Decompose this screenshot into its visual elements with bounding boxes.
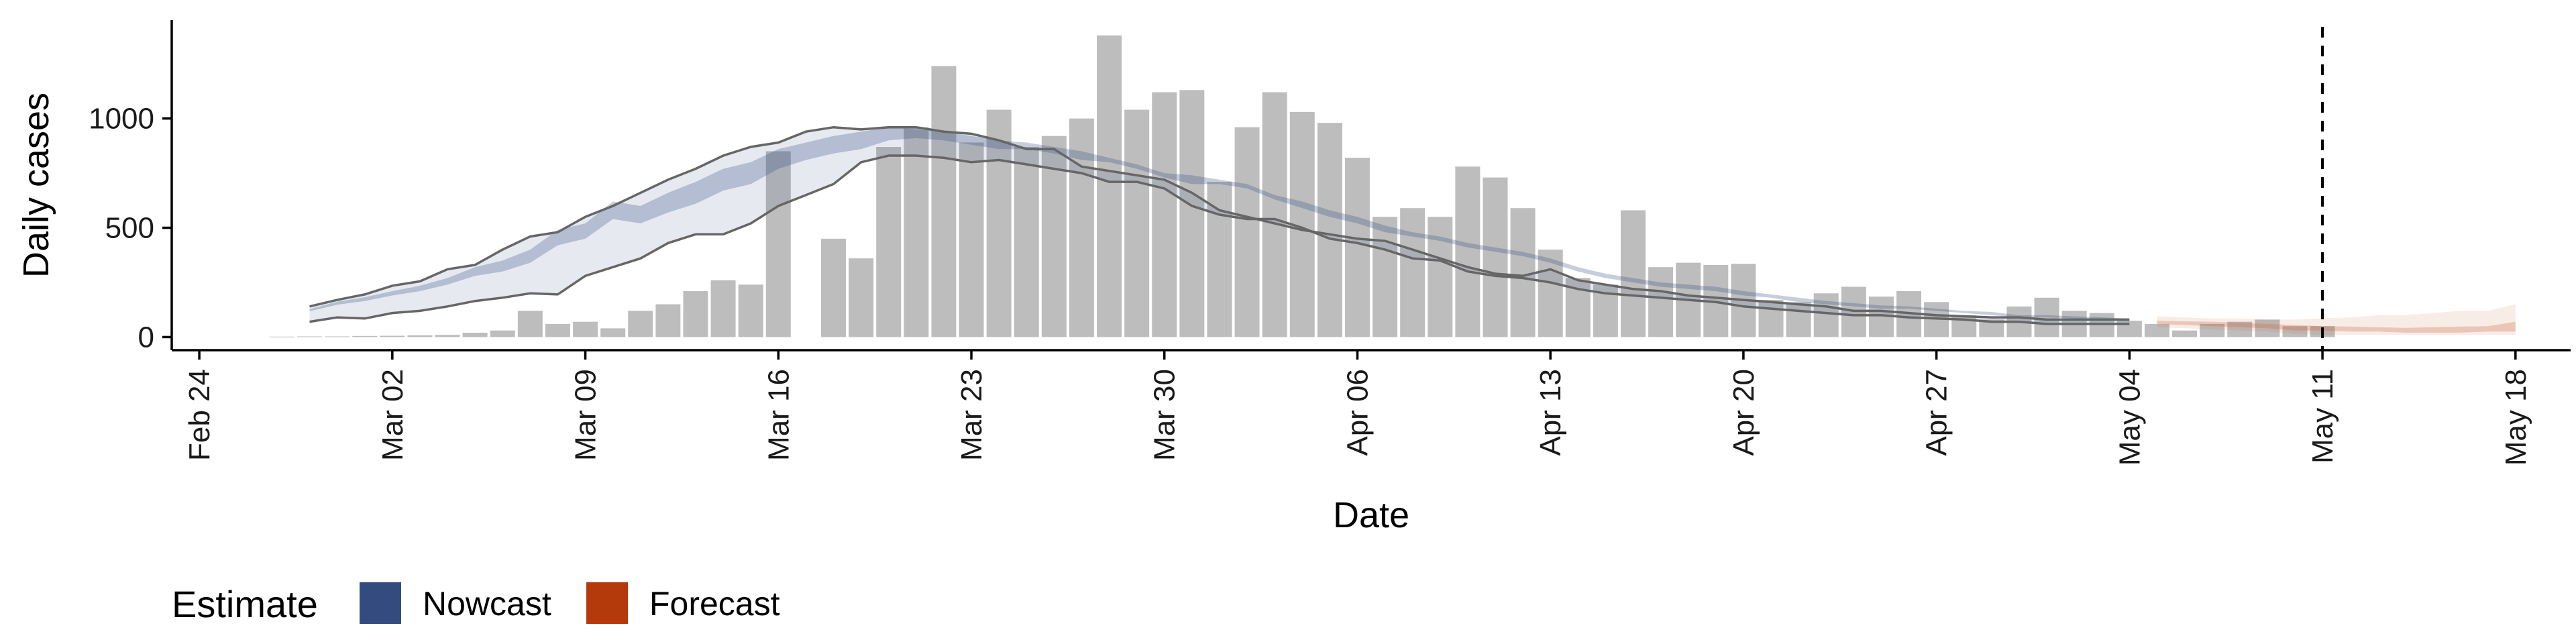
case-bar bbox=[1428, 217, 1453, 337]
case-bar bbox=[1152, 92, 1177, 337]
case-bar bbox=[1786, 302, 1811, 337]
case-bar bbox=[849, 258, 874, 337]
case-bar bbox=[2144, 323, 2169, 337]
x-tick-label: Feb 24 bbox=[183, 369, 216, 461]
forecast-bands bbox=[2157, 304, 2516, 335]
case-bar bbox=[380, 335, 405, 337]
legend-swatch-nowcast bbox=[360, 582, 401, 624]
case-bar bbox=[545, 323, 570, 337]
case-bar bbox=[765, 151, 791, 337]
x-tick-label: Mar 30 bbox=[1148, 369, 1181, 461]
forecast-outer-band bbox=[2157, 304, 2516, 335]
case-bar bbox=[1758, 300, 1784, 337]
x-axis-title: Date bbox=[1333, 495, 1409, 535]
plot-area bbox=[269, 27, 2516, 350]
case-bar bbox=[904, 127, 929, 337]
x-tick-label: Mar 02 bbox=[376, 369, 409, 461]
x-axis-ticks: Feb 24 Mar 02 Mar 09 Mar 16 Mar 23 Mar 30 Apr … bbox=[183, 350, 2532, 466]
case-bar bbox=[1234, 127, 1260, 337]
y-tick-label: 1000 bbox=[89, 103, 154, 136]
case-bar bbox=[297, 336, 323, 337]
case-bar bbox=[1373, 217, 1398, 337]
legend: Estimate Nowcast Forecast bbox=[172, 582, 780, 625]
x-tick-label: Mar 23 bbox=[955, 369, 988, 461]
y-tick-label: 0 bbox=[138, 321, 154, 354]
case-bar bbox=[820, 238, 846, 337]
x-tick-label: Apr 27 bbox=[1921, 369, 1953, 456]
case-bar bbox=[876, 146, 902, 337]
case-bar bbox=[1483, 177, 1508, 337]
case-bar bbox=[1179, 90, 1205, 337]
case-bar bbox=[1510, 208, 1536, 337]
nowcast-outer-band bbox=[309, 127, 2130, 324]
x-tick-label: May 11 bbox=[2306, 369, 2339, 464]
y-axis-title: Daily cases bbox=[16, 93, 56, 278]
nowcast-bands bbox=[309, 127, 2130, 324]
legend-swatch-forecast bbox=[586, 582, 628, 624]
case-bar bbox=[931, 66, 957, 337]
legend-label-nowcast: Nowcast bbox=[423, 585, 551, 623]
case-bar bbox=[1124, 109, 1150, 337]
case-bar bbox=[628, 311, 653, 337]
x-tick-label: Mar 09 bbox=[570, 369, 602, 461]
legend-title: Estimate bbox=[172, 583, 318, 625]
case-bar bbox=[517, 311, 543, 337]
case-bar bbox=[462, 332, 488, 337]
case-bar bbox=[1262, 92, 1287, 337]
case-bar bbox=[1455, 166, 1481, 337]
case-bar bbox=[1069, 118, 1094, 337]
legend-label-forecast: Forecast bbox=[649, 585, 780, 623]
case-bar bbox=[986, 109, 1012, 337]
case-bar bbox=[683, 291, 708, 337]
y-tick-label: 500 bbox=[105, 212, 154, 245]
ci-lines bbox=[309, 125, 2130, 325]
case-bar bbox=[1207, 182, 1232, 337]
case-bar bbox=[1317, 123, 1342, 337]
case-bar bbox=[2172, 330, 2198, 337]
case-bar bbox=[1538, 250, 1563, 337]
case-bar bbox=[738, 284, 763, 337]
case-bar bbox=[2227, 321, 2253, 337]
case-bar bbox=[710, 280, 736, 337]
x-tick-label: May 04 bbox=[2113, 369, 2146, 466]
case-bar bbox=[1648, 267, 1674, 337]
case-bar bbox=[2282, 326, 2308, 337]
case-bar bbox=[1620, 210, 1646, 337]
case-bar bbox=[435, 335, 460, 337]
case-bar bbox=[490, 330, 515, 337]
case-bar bbox=[1400, 208, 1426, 337]
case-bar bbox=[600, 328, 626, 337]
x-tick-label: Apr 20 bbox=[1727, 369, 1760, 456]
y-axis-ticks: 0 500 1000 bbox=[89, 103, 172, 354]
nowcast-upper-line bbox=[309, 125, 2130, 321]
axes: 0 500 1000 Feb 24 Mar 02 Mar 09 Mar 16 Mar 23 M… bbox=[89, 20, 2571, 466]
x-tick-label: Apr 06 bbox=[1341, 369, 1374, 456]
x-tick-label: Apr 13 bbox=[1534, 369, 1567, 456]
x-tick-label: May 18 bbox=[2500, 369, 2532, 466]
case-bar bbox=[352, 335, 378, 337]
forecast-inner-band bbox=[2157, 321, 2516, 333]
case-bar bbox=[1014, 146, 1039, 337]
case-bar bbox=[959, 142, 984, 337]
case-bar bbox=[325, 336, 350, 337]
case-bar bbox=[655, 304, 681, 337]
nowcast-inner-band bbox=[309, 127, 2130, 320]
case-bar bbox=[2034, 297, 2059, 337]
case-bar bbox=[2200, 323, 2225, 337]
case-bar bbox=[1097, 35, 1122, 337]
case-bar bbox=[1813, 293, 1839, 337]
nowcast-lower-line bbox=[309, 154, 2130, 325]
case-bar bbox=[1344, 158, 1370, 337]
case-bar bbox=[2255, 319, 2280, 337]
case-bar bbox=[407, 335, 433, 337]
x-tick-label: Mar 16 bbox=[762, 369, 795, 461]
reported-cases-bars bbox=[269, 35, 2335, 337]
case-bar bbox=[573, 321, 598, 337]
